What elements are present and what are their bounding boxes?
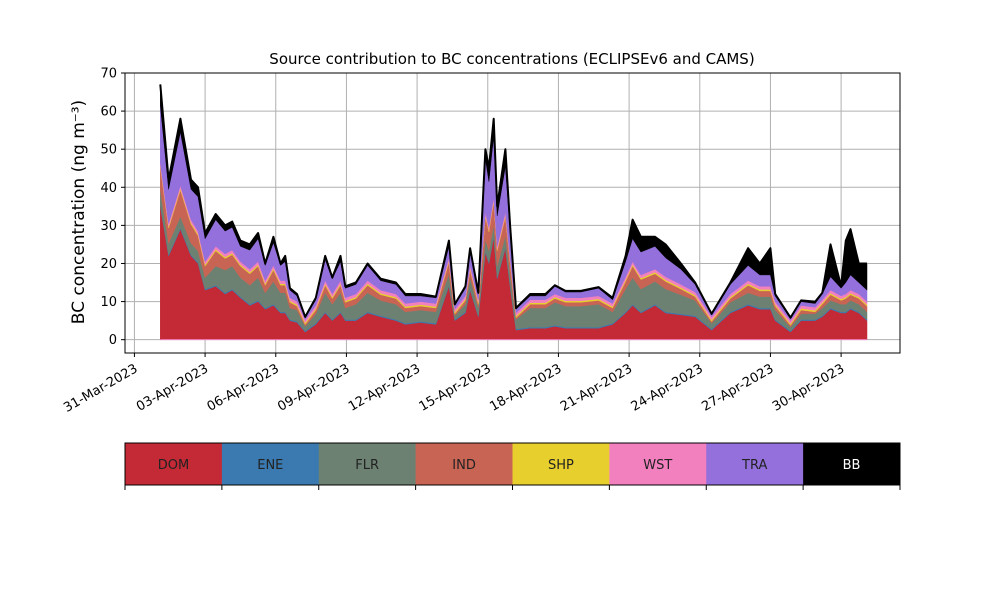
y-tick-label: 70 bbox=[100, 67, 117, 82]
stacked-areas bbox=[159, 84, 868, 341]
colorbar-label-shp: SHP bbox=[548, 458, 574, 473]
colorbar-swatch-flr bbox=[318, 443, 417, 485]
colorbar-swatch-dom bbox=[125, 443, 223, 485]
colorbar-label-tra: TRA bbox=[741, 458, 767, 473]
colorbar-label-ind: IND bbox=[452, 458, 476, 473]
y-tick-label: 50 bbox=[100, 143, 117, 158]
y-tick-label: 10 bbox=[100, 295, 117, 310]
colorbar-swatch-ene bbox=[221, 443, 320, 485]
y-tick-label: 0 bbox=[109, 333, 117, 348]
colorbar-label-bb: BB bbox=[843, 458, 861, 473]
y-tick-label: 40 bbox=[100, 181, 117, 196]
colorbar-label-flr: FLR bbox=[355, 458, 379, 473]
colorbar: DOM ENE FLR IND SHP WST TRA BB bbox=[124, 442, 901, 490]
chart-title: Source contribution to BC concentrations… bbox=[269, 50, 754, 68]
plot-frame bbox=[124, 72, 901, 354]
colorbar-label-wst: WST bbox=[643, 458, 672, 473]
y-axis-label: BC concentration (ng m⁻³) bbox=[69, 100, 89, 324]
y-tick-label: 60 bbox=[100, 105, 117, 120]
colorbar-swatch-tra bbox=[706, 443, 804, 485]
colorbar-label-ene: ENE bbox=[257, 458, 283, 473]
total-line bbox=[159, 84, 867, 319]
y-tick-label: 30 bbox=[100, 219, 117, 234]
colorbar-swatch-ind bbox=[415, 443, 513, 485]
colorbar-swatch-shp bbox=[512, 443, 610, 485]
colorbar-swatch-wst bbox=[609, 443, 707, 485]
colorbar-frame bbox=[124, 442, 901, 486]
colorbar-swatch-bb bbox=[803, 443, 901, 485]
colorbar-label-dom: DOM bbox=[158, 458, 189, 473]
y-tick-label: 20 bbox=[100, 257, 117, 272]
